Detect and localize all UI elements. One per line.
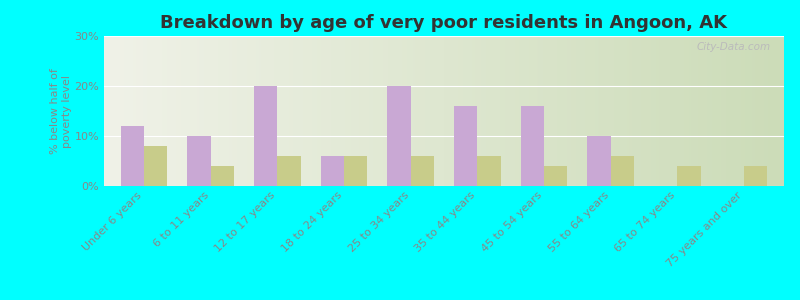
- Bar: [321, 156, 344, 186]
- Bar: [587, 136, 610, 186]
- Bar: [278, 156, 301, 186]
- Y-axis label: % below half of
poverty level: % below half of poverty level: [50, 68, 72, 154]
- Bar: [410, 156, 434, 186]
- Bar: [544, 166, 567, 186]
- Bar: [387, 86, 410, 186]
- Bar: [187, 136, 210, 186]
- Bar: [144, 146, 167, 186]
- Bar: [521, 106, 544, 186]
- Bar: [121, 126, 144, 186]
- Bar: [210, 166, 234, 186]
- Bar: [678, 166, 701, 186]
- Bar: [478, 156, 501, 186]
- Text: City-Data.com: City-Data.com: [696, 42, 770, 52]
- Bar: [254, 86, 278, 186]
- Bar: [454, 106, 478, 186]
- Title: Breakdown by age of very poor residents in Angoon, AK: Breakdown by age of very poor residents …: [161, 14, 727, 32]
- Bar: [744, 166, 767, 186]
- Bar: [610, 156, 634, 186]
- Bar: [344, 156, 367, 186]
